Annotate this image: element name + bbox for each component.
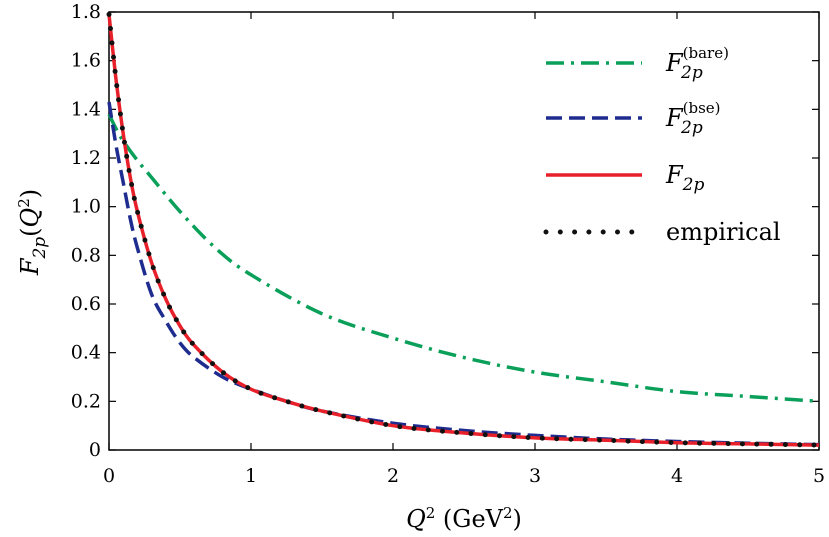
y-tick-label: 1.8: [71, 1, 101, 23]
legend: F(bare) 2p F(bse) 2p F2p empirical: [543, 44, 781, 246]
legend-label: F(bare) 2p: [665, 44, 729, 83]
y-tick-label: 1.2: [71, 147, 101, 169]
x-axis-title: Q2 (GeV2): [406, 504, 522, 533]
svg-text:F2p(Q2): F2p(Q2): [15, 189, 50, 276]
series-line-f2p-bare-: [107, 113, 820, 404]
x-tick-label: 5: [813, 465, 825, 487]
y-tick-label: 0.8: [71, 244, 101, 266]
legend-label: F(bse) 2p: [665, 99, 721, 138]
axis-ticks: 0 1 2 3 4 5 0 0.2 0.4 0.6 0.8 1.0 1.2 1.4 1.6 1.8: [71, 1, 825, 487]
y-tick-label: 1.4: [71, 98, 101, 120]
x-tick-label: 0: [103, 465, 115, 487]
x-tick-label: 2: [387, 465, 399, 487]
y-axis-title: F2p(Q2): [15, 189, 50, 276]
series-line-f2p-bse-: [107, 101, 820, 447]
legend-label: F2p: [665, 161, 704, 195]
y-tick-label: 0.2: [71, 390, 101, 412]
series-line-empirical: [106, 11, 822, 448]
y-tick-label: 0.4: [71, 342, 101, 364]
y-tick-label: 1.6: [71, 50, 101, 72]
y-tick-label: 0: [89, 439, 101, 461]
plot-frame: [108, 11, 820, 451]
legend-label: empirical: [666, 218, 781, 246]
x-tick-label: 1: [245, 465, 257, 487]
y-tick-label: 0.6: [71, 293, 101, 315]
x-tick-label: 4: [671, 465, 683, 487]
x-tick-label: 3: [529, 465, 541, 487]
series-layer: [106, 11, 822, 448]
y-tick-label: 1.0: [71, 196, 101, 218]
